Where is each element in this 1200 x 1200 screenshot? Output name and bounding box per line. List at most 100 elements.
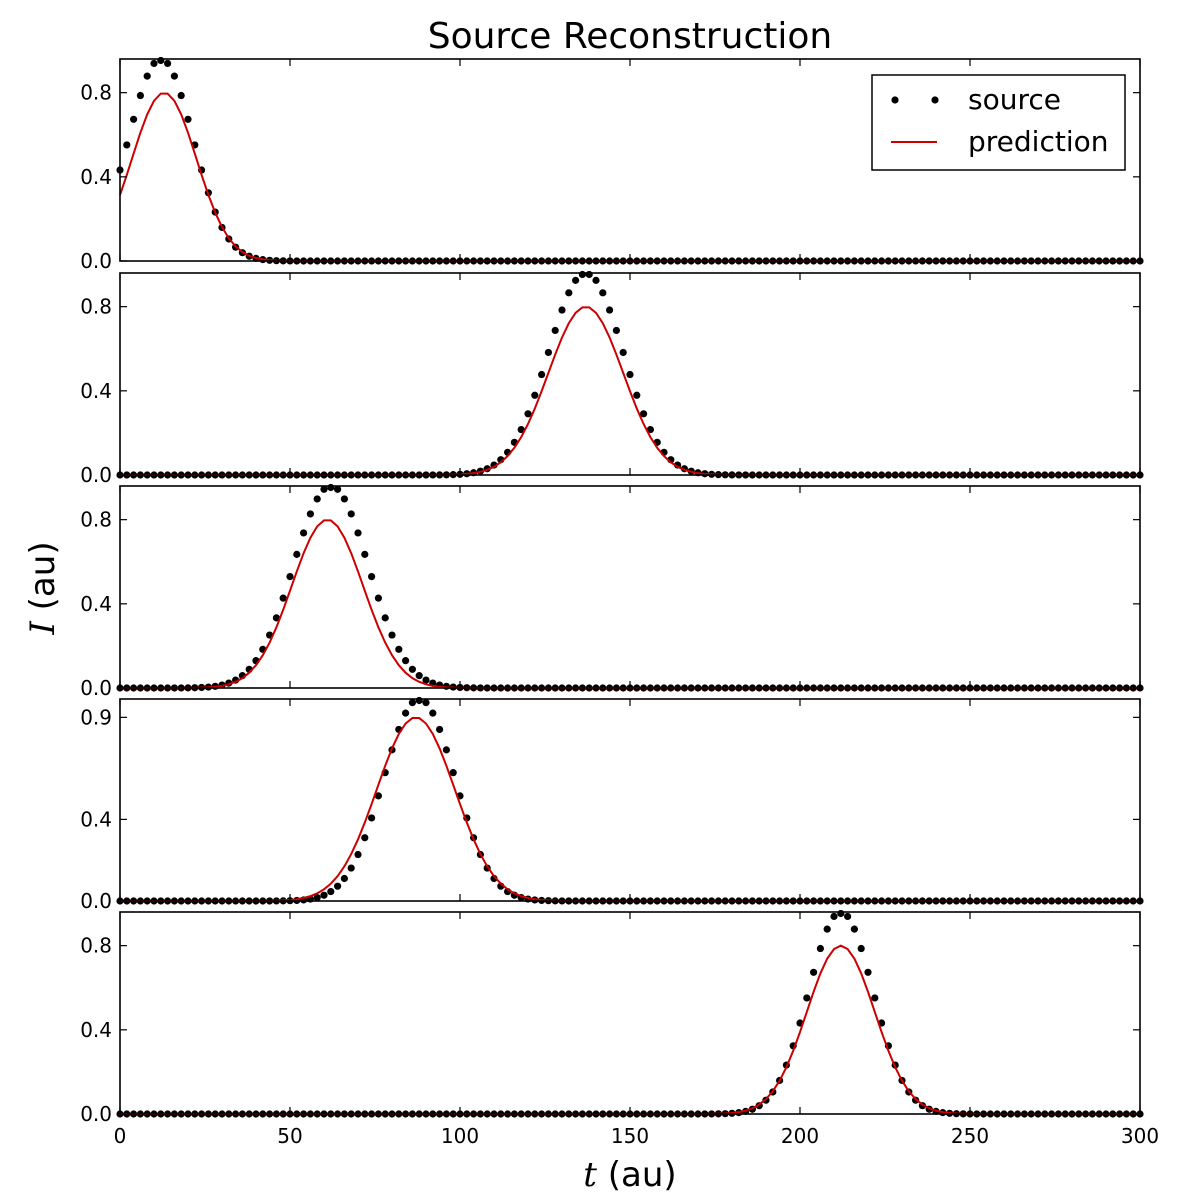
- y-tick-label: 0.0: [80, 249, 112, 273]
- source-point: [442, 746, 450, 754]
- source-point: [871, 994, 879, 1002]
- source-point: [538, 370, 546, 379]
- y-tick-label: 0.4: [80, 379, 112, 403]
- x-tick-label: 150: [611, 1124, 649, 1148]
- source-point: [565, 289, 573, 297]
- source-point: [612, 326, 621, 335]
- source-point: [810, 968, 818, 976]
- source-point: [606, 306, 614, 314]
- source-point: [592, 276, 600, 284]
- source-point: [408, 665, 416, 673]
- source-point: [517, 425, 525, 434]
- source-point: [408, 699, 416, 707]
- x-tick-label: 0: [114, 1124, 127, 1148]
- source-point: [347, 864, 355, 872]
- source-point: [633, 391, 641, 399]
- source-point: [293, 550, 301, 558]
- source-point: [374, 594, 382, 602]
- source-point: [422, 676, 430, 684]
- panel-5: 0.0 0.4 0.8 0 50 100 150 200 250 300: [80, 909, 1159, 1148]
- source-point: [334, 882, 342, 890]
- y-tick-label: 0.8: [80, 295, 112, 319]
- legend-label-source: source: [968, 83, 1061, 116]
- y-axis-symbol: I: [23, 621, 63, 636]
- source-point: [136, 91, 144, 100]
- source-point: [415, 672, 423, 680]
- source-point: [279, 594, 287, 602]
- panels-group: 0.00.40.80.00.40.80.00.40.80.00.40.90.00…: [80, 56, 1159, 1148]
- source-point: [558, 306, 566, 314]
- source-point: [361, 834, 369, 842]
- source-point: [837, 909, 845, 918]
- source-point: [150, 59, 158, 68]
- source-point: [130, 115, 138, 123]
- source-point: [816, 944, 825, 953]
- y-tick-label: 0.0: [80, 676, 112, 700]
- source-point: [402, 709, 410, 717]
- legend-source-marker: [931, 96, 939, 104]
- x-tick-label: 200: [781, 1124, 819, 1148]
- source-point: [646, 425, 655, 434]
- legend-entries: source prediction: [891, 83, 1108, 158]
- source-point: [374, 792, 382, 800]
- source-point: [327, 483, 335, 492]
- x-tick-label: 50: [277, 1124, 302, 1148]
- source-point: [388, 631, 396, 639]
- source-point: [368, 814, 376, 822]
- source-point: [850, 925, 859, 933]
- source-point: [177, 91, 185, 100]
- source-point: [306, 510, 314, 518]
- source-point: [640, 410, 648, 418]
- source-point: [157, 56, 165, 65]
- x-tick-label: 300: [1121, 1124, 1159, 1148]
- source-point: [599, 289, 607, 297]
- source-point: [803, 994, 811, 1002]
- y-tick-label: 0.4: [80, 1018, 112, 1042]
- y-tick-label: 0.4: [80, 807, 112, 831]
- source-point: [381, 614, 389, 622]
- source-point: [844, 912, 852, 921]
- legend: source prediction: [871, 74, 1126, 171]
- source-point: [524, 410, 532, 418]
- source-point: [354, 529, 362, 537]
- source-point: [544, 348, 553, 357]
- y-axis-unit: (au): [23, 541, 63, 621]
- source-point: [347, 510, 355, 518]
- y-tick-label: 0.0: [80, 463, 112, 487]
- source-point: [143, 72, 151, 80]
- source-point: [422, 699, 430, 707]
- source-point: [123, 141, 131, 149]
- source-point: [585, 270, 593, 279]
- legend-label-prediction: prediction: [968, 125, 1108, 158]
- source-point: [286, 572, 294, 581]
- x-tick-label: 100: [441, 1124, 479, 1148]
- source-point: [340, 874, 348, 883]
- source-point: [313, 893, 321, 902]
- source-point: [368, 572, 376, 581]
- y-axis-label: I (au): [23, 541, 63, 635]
- x-axis-label: t (au): [583, 1155, 676, 1195]
- y-tick-label: 0.8: [80, 81, 112, 105]
- panel-3: 0.0 0.4 0.8: [80, 483, 1144, 700]
- y-tick-label: 0.9: [80, 705, 112, 729]
- source-point: [531, 391, 539, 399]
- source-point: [626, 370, 634, 379]
- source-point: [823, 925, 831, 933]
- y-tick-label: 0.0: [80, 1102, 112, 1126]
- source-point: [300, 529, 308, 537]
- source-point: [170, 72, 178, 80]
- source-point: [184, 115, 192, 123]
- source-point: [327, 887, 335, 896]
- source-point: [164, 59, 172, 68]
- source-point: [320, 891, 328, 899]
- source-point: [429, 709, 437, 717]
- source-point: [395, 645, 403, 653]
- y-tick-label: 0.4: [80, 592, 112, 616]
- source-point: [361, 550, 369, 558]
- source-point: [340, 495, 348, 503]
- source-point: [449, 769, 457, 777]
- legend-source-marker: [891, 96, 899, 104]
- source-point: [436, 725, 444, 734]
- source-point: [857, 944, 865, 953]
